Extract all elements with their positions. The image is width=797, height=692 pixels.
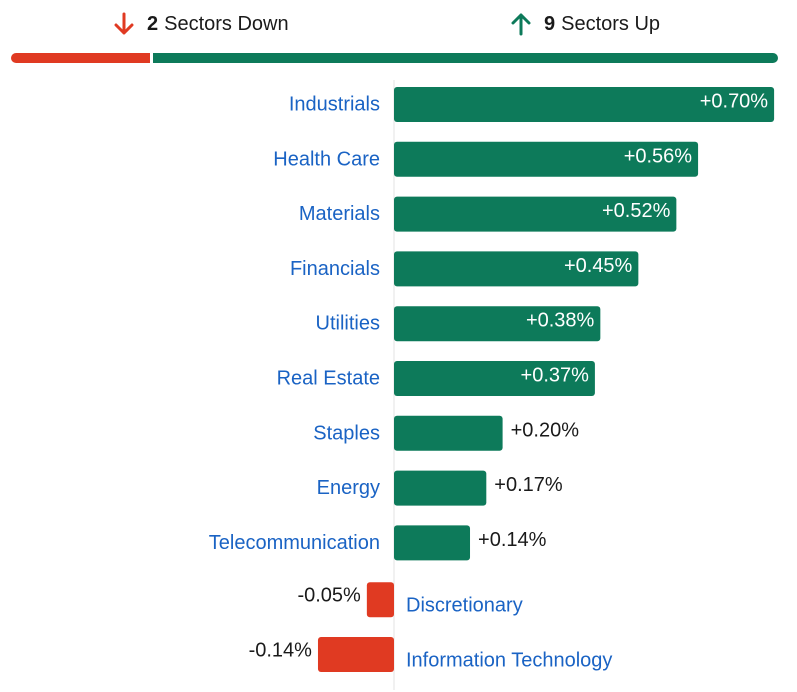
sectors-up-label: Sectors Up [561, 12, 661, 35]
category-label: Energy [317, 477, 380, 499]
bar [366, 582, 394, 618]
category-label: Materials [299, 203, 380, 225]
category-label: Staples [313, 422, 380, 444]
value-label: +0.37% [521, 365, 590, 387]
bar [394, 415, 503, 451]
value-label: +0.38% [526, 310, 595, 332]
value-label: +0.56% [624, 145, 693, 167]
breadth-up-segment [153, 53, 778, 63]
category-label: Financials [290, 258, 380, 280]
sectors-down-label: Sectors Down [164, 12, 289, 35]
category-label: Information Technology [406, 650, 612, 672]
value-label: +0.52% [602, 200, 671, 222]
bar [394, 141, 699, 177]
value-label: +0.17% [494, 474, 563, 496]
bar [394, 251, 639, 287]
value-label: +0.45% [564, 255, 633, 277]
value-label: -0.05% [297, 585, 361, 607]
category-label: Real Estate [277, 368, 380, 390]
category-label: Discretionary [406, 595, 523, 617]
sectors-down-summary: 2 Sectors Down [113, 12, 289, 36]
sectors-up-summary: 9 Sectors Up [510, 12, 660, 36]
bar [394, 306, 601, 342]
breadth-down-segment [11, 53, 150, 63]
value-label: -0.14% [249, 640, 313, 662]
category-label: Industrials [289, 94, 380, 116]
category-label: Utilities [316, 313, 380, 335]
arrow-down-icon [114, 12, 134, 35]
bar [394, 361, 595, 396]
category-label: Health Care [273, 148, 380, 170]
value-label: +0.14% [478, 529, 547, 551]
bar [394, 470, 487, 506]
bar [394, 525, 471, 561]
value-label: +0.20% [511, 419, 580, 441]
bar [394, 196, 677, 232]
sector-breadth-bar [11, 53, 778, 63]
category-label: Telecommunication [209, 532, 380, 554]
bar [394, 87, 775, 122]
arrow-up-icon [511, 13, 531, 36]
value-label: +0.70% [700, 91, 769, 113]
sectors-up-count: 9 [544, 12, 556, 35]
sectors-down-count: 2 [147, 12, 159, 35]
bar [317, 637, 394, 672]
